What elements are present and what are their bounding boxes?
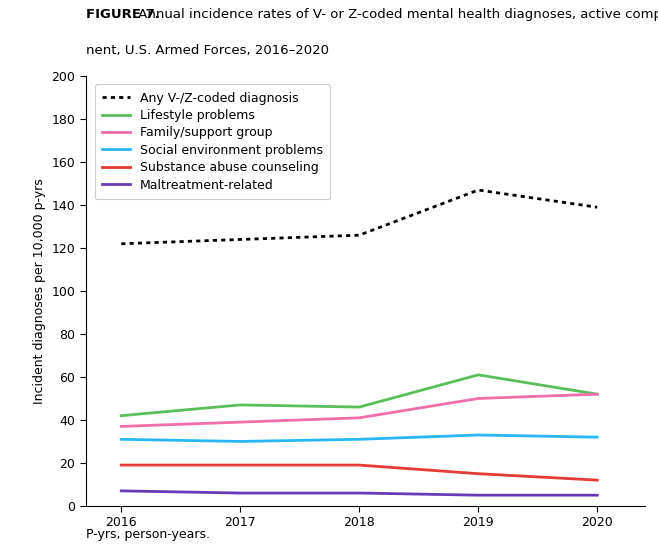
Social environment problems bbox=[117, 436, 125, 443]
Line: Lifestyle problems: Lifestyle problems bbox=[121, 375, 597, 416]
Line: Any V-/Z-coded diagnosis: Any V-/Z-coded diagnosis bbox=[121, 190, 597, 244]
Maltreatment-related bbox=[355, 490, 363, 496]
Social environment problems bbox=[474, 432, 482, 438]
Substance abuse counseling bbox=[594, 477, 601, 484]
Family/support group bbox=[594, 391, 601, 398]
Maltreatment-related bbox=[474, 492, 482, 498]
Line: Social environment problems: Social environment problems bbox=[121, 435, 597, 442]
Lifestyle problems bbox=[355, 404, 363, 410]
Social environment problems bbox=[594, 434, 601, 441]
Family/support group bbox=[236, 419, 244, 425]
Y-axis label: Incident diagnoses per 10,000 p-yrs: Incident diagnoses per 10,000 p-yrs bbox=[33, 178, 45, 404]
Family/support group bbox=[474, 395, 482, 401]
Text: P-yrs, person-years.: P-yrs, person-years. bbox=[86, 528, 209, 541]
Lifestyle problems bbox=[594, 391, 601, 398]
Substance abuse counseling bbox=[474, 471, 482, 477]
Text: Annual incidence rates of V- or Z-coded mental health diagnoses, active compo-: Annual incidence rates of V- or Z-coded … bbox=[134, 8, 658, 21]
Lifestyle problems bbox=[117, 412, 125, 419]
Any V-/Z-coded diagnosis bbox=[594, 204, 601, 211]
Family/support group bbox=[355, 415, 363, 421]
Family/support group bbox=[117, 423, 125, 430]
Any V-/Z-coded diagnosis bbox=[355, 232, 363, 238]
Social environment problems bbox=[355, 436, 363, 443]
Any V-/Z-coded diagnosis bbox=[236, 236, 244, 243]
Substance abuse counseling bbox=[117, 462, 125, 468]
Maltreatment-related bbox=[117, 487, 125, 494]
Social environment problems bbox=[236, 438, 244, 445]
Any V-/Z-coded diagnosis bbox=[117, 240, 125, 247]
Legend: Any V-/Z-coded diagnosis, Lifestyle problems, Family/support group, Social envir: Any V-/Z-coded diagnosis, Lifestyle prob… bbox=[95, 84, 330, 199]
Line: Substance abuse counseling: Substance abuse counseling bbox=[121, 465, 597, 480]
Substance abuse counseling bbox=[355, 462, 363, 468]
Line: Family/support group: Family/support group bbox=[121, 394, 597, 426]
Any V-/Z-coded diagnosis bbox=[474, 187, 482, 193]
Maltreatment-related bbox=[236, 490, 244, 496]
Text: FIGURE 7.: FIGURE 7. bbox=[86, 8, 159, 21]
Maltreatment-related bbox=[594, 492, 601, 498]
Lifestyle problems bbox=[236, 401, 244, 408]
Substance abuse counseling bbox=[236, 462, 244, 468]
Line: Maltreatment-related: Maltreatment-related bbox=[121, 491, 597, 495]
Text: nent, U.S. Armed Forces, 2016–2020: nent, U.S. Armed Forces, 2016–2020 bbox=[86, 44, 328, 57]
Lifestyle problems bbox=[474, 372, 482, 378]
